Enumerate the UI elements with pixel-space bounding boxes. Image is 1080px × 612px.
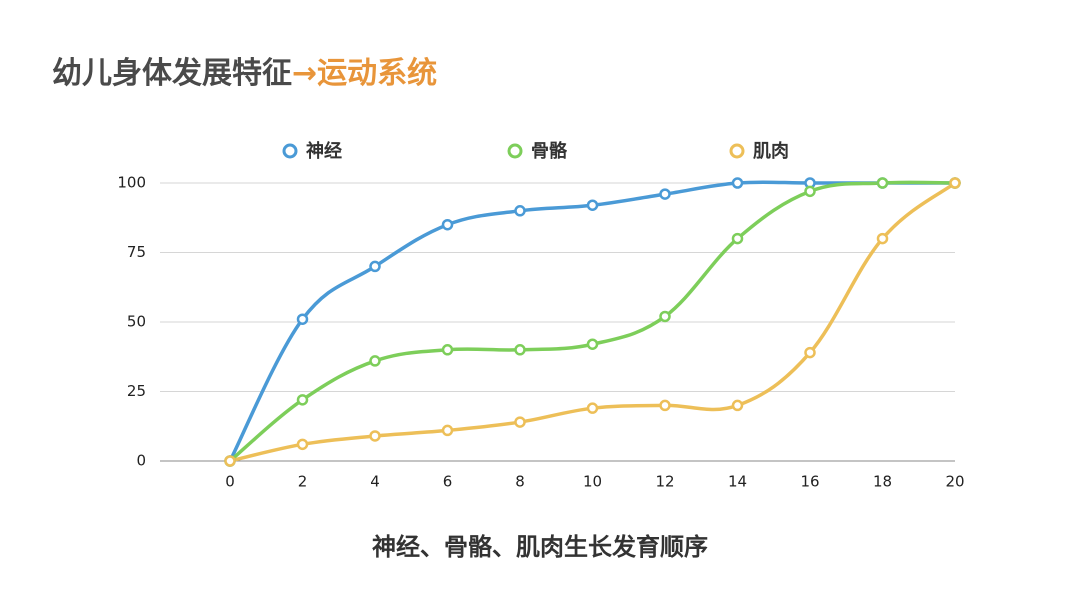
data-point — [659, 310, 671, 323]
data-point — [441, 344, 454, 356]
legend-label: 神经 — [306, 140, 342, 162]
data-point — [296, 313, 309, 325]
data-point — [804, 185, 816, 198]
x-tick-label: 6 — [443, 473, 453, 491]
y-tick-label: 25 — [127, 382, 146, 400]
data-point — [441, 218, 454, 231]
y-tick-label: 50 — [127, 313, 146, 331]
legend-marker — [282, 143, 298, 159]
data-point — [369, 260, 381, 273]
legend-marker — [729, 143, 745, 159]
y-tick-label: 75 — [127, 243, 146, 261]
x-tick-label: 18 — [873, 473, 892, 491]
data-point — [586, 402, 599, 414]
caption: 神经、骨骼、肌肉生长发育顺序 — [372, 533, 708, 561]
x-tick-label: 4 — [370, 473, 380, 491]
data-point — [514, 344, 526, 356]
x-tick-label: 2 — [298, 473, 308, 491]
data-point — [731, 177, 744, 189]
data-point — [586, 338, 599, 350]
x-tick-label: 0 — [225, 473, 235, 491]
data-point — [804, 346, 816, 359]
data-point — [731, 399, 744, 412]
data-point — [659, 399, 671, 412]
data-point — [876, 177, 889, 189]
y-tick-label: 0 — [136, 452, 146, 470]
x-tick-label: 12 — [655, 473, 674, 491]
x-tick-label: 14 — [728, 473, 747, 491]
x-tick-label: 10 — [583, 473, 602, 491]
data-point — [731, 232, 744, 245]
data-point — [514, 205, 526, 217]
legend-marker — [507, 143, 523, 159]
x-tick-label: 8 — [515, 473, 525, 491]
title: 幼儿身体发展特征→运动系统 — [52, 56, 437, 91]
data-point — [369, 355, 381, 367]
data-point — [514, 416, 526, 428]
data-point — [296, 438, 309, 451]
data-point — [369, 430, 381, 442]
x-tick-label: 16 — [800, 473, 819, 491]
data-point — [949, 177, 961, 189]
title-highlight: →运动系统 — [292, 56, 437, 91]
data-point — [441, 424, 454, 437]
data-point — [586, 199, 599, 211]
series-line — [229, 181, 957, 463]
series-line — [228, 180, 955, 462]
data-point — [659, 188, 671, 200]
x-tick-label: 20 — [945, 473, 964, 491]
data-point — [296, 394, 309, 406]
title-main: 幼儿身体发展特征 — [52, 56, 292, 91]
y-tick-label: 100 — [117, 174, 146, 192]
legend-label: 骨骼 — [531, 140, 568, 162]
data-point — [224, 455, 236, 467]
data-point — [876, 232, 889, 245]
legend-label: 肌肉 — [753, 140, 789, 162]
